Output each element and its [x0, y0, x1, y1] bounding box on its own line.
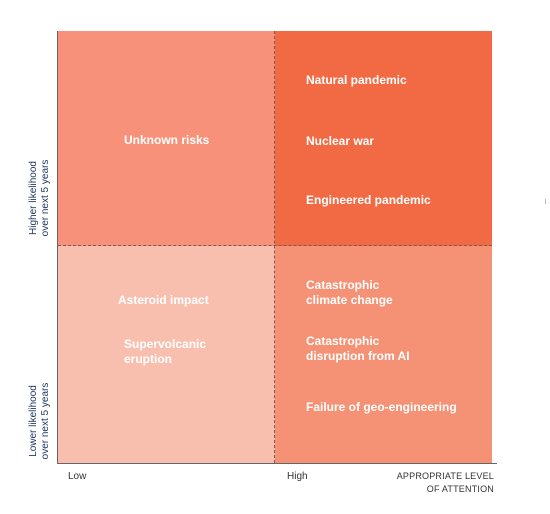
x-tick-high: High — [287, 471, 308, 482]
y-axis-label-lower-line2: over next 5 years — [40, 382, 51, 460]
x-tick-low: Low — [68, 471, 87, 482]
risk-label-engineered-pandemic: Engineered pandemic — [306, 193, 431, 207]
y-axis-label-lower: Lower likelihood over next 5 years — [28, 361, 52, 481]
risk-label-natural-pandemic: Natural pandemic — [306, 73, 407, 87]
y-axis-label-higher-line1: Higher likelihood — [28, 161, 39, 235]
risk-label-climate-change: Catastrophic climate change — [306, 278, 393, 307]
quadrant-high-likelihood-low-attention: Unknown risks — [58, 31, 275, 246]
y-axis-line — [57, 31, 58, 464]
quadrant-low-likelihood-high-attention: Catastrophic climate change Catastrophic… — [275, 246, 492, 463]
y-axis-label-higher: Higher likelihood over next 5 years — [28, 138, 52, 258]
horizontal-divider — [58, 245, 492, 246]
quadrant-high-likelihood-high-attention: Natural pandemic Nuclear war Engineered … — [275, 31, 492, 246]
stray-mark — [545, 199, 546, 204]
risk-label-disruption-from-ai: Catastrophic disruption from AI — [306, 334, 410, 363]
risk-label-asteroid-impact: Asteroid impact — [118, 293, 209, 307]
quadrant-low-likelihood-low-attention: Asteroid impact Supervolcanic eruption — [58, 246, 275, 463]
x-axis-line — [57, 463, 497, 464]
risk-label-unknown-risks: Unknown risks — [124, 133, 210, 147]
risk-label-geo-engineering: Failure of geo-engineering — [306, 400, 457, 414]
y-axis-label-lower-line1: Lower likelihood — [28, 385, 39, 457]
x-axis-title: APPROPRIATE LEVEL OF ATTENTION — [386, 470, 494, 496]
risk-label-nuclear-war: Nuclear war — [306, 134, 375, 148]
x-axis-title-line1: APPROPRIATE LEVEL — [396, 471, 494, 481]
x-axis-title-line2: OF ATTENTION — [426, 484, 494, 494]
risk-label-supervolcanic-eruption: Supervolcanic eruption — [124, 337, 207, 366]
y-axis-label-higher-line2: over next 5 years — [40, 159, 51, 237]
vertical-divider — [274, 31, 275, 463]
